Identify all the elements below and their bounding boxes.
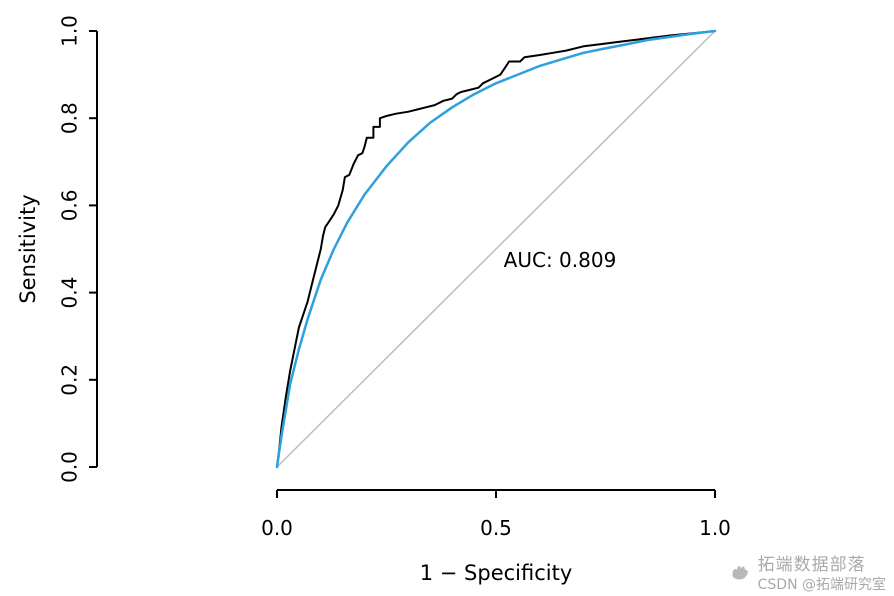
y-tick-label: 0.8 [58,102,82,134]
reference-diagonal [276,30,716,468]
x-tick-label: 1.0 [699,516,731,540]
roc-curve-empirical [276,30,716,468]
roc-curve-smoothed [275,29,717,469]
y-tick-label: 1.0 [58,15,82,47]
watermark-logo-icon [727,561,753,587]
watermark-brand: 拓端数据部落 [757,554,866,575]
y-tick-label: 0.2 [58,364,82,396]
x-tick-label: 0.5 [480,516,512,540]
x-axis-title: 1 − Specificity [419,561,573,585]
y-tick-label: 0.6 [58,189,82,221]
watermark: 拓端数据部落 CSDN @拓端研究室 [727,554,886,594]
auc-annotation: AUC: 0.809 [503,248,617,272]
y-tick-label: 0.4 [58,277,82,309]
y-axis-title: Sensitivity [16,194,40,304]
x-tick-label: 0.0 [261,516,293,540]
watermark-credit: CSDN @拓端研究室 [757,576,886,593]
y-tick-label: 0.0 [58,451,82,483]
